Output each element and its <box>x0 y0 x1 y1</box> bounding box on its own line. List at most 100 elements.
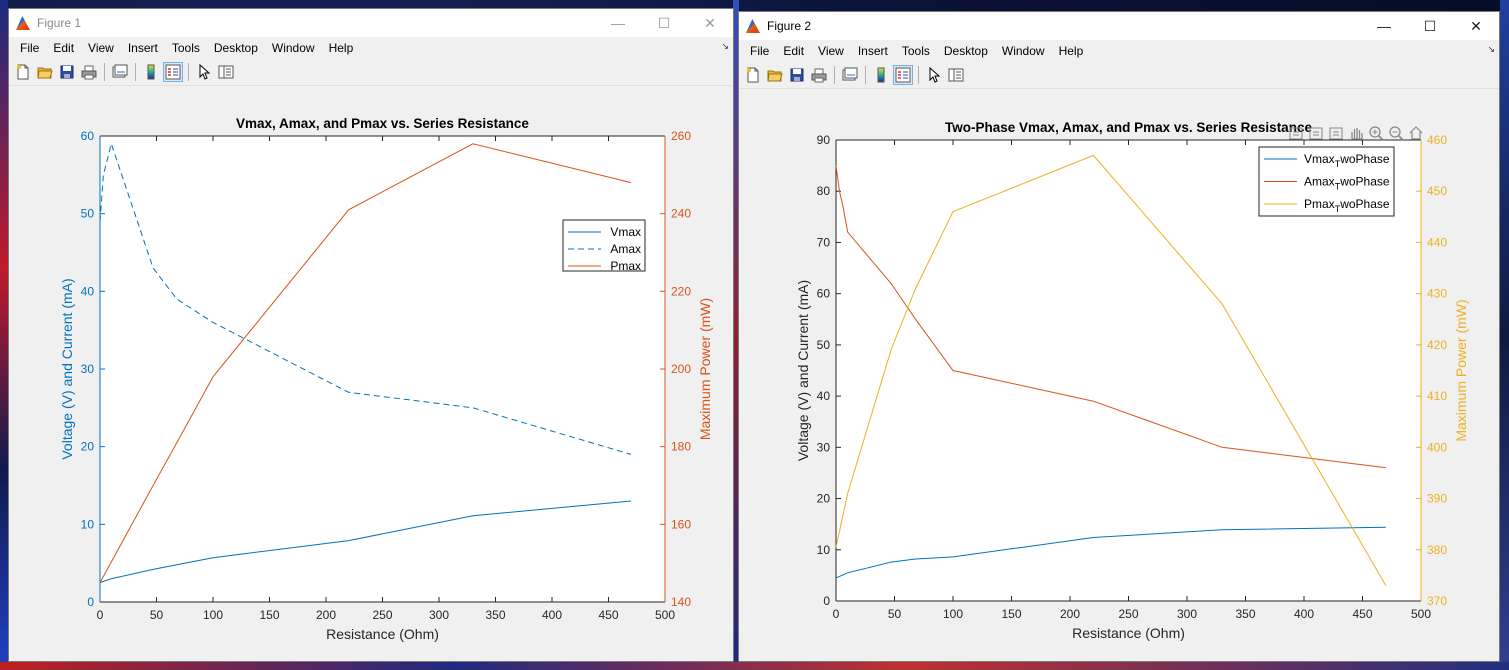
figure2-menubar: File Edit View Insert Tools Desktop Wind… <box>739 40 1499 62</box>
insert-legend-icon <box>895 67 911 83</box>
minimize-button[interactable]: — <box>595 9 641 37</box>
save-button[interactable] <box>787 65 807 85</box>
close-button[interactable]: ✕ <box>687 9 733 37</box>
y-left-tick-label: 10 <box>817 543 831 557</box>
y-left-tick-label: 20 <box>817 492 831 506</box>
y-right-tick-label: 220 <box>671 284 691 298</box>
menu-edit[interactable]: Edit <box>53 41 75 55</box>
figure2-canvas[interactable]: 0 50 100 150 200 250 300 350 400 450 500 0 10 20 30 40 5… <box>739 89 1499 661</box>
new-figure-button[interactable] <box>13 62 33 82</box>
new-figure-button[interactable] <box>743 65 763 85</box>
menu-desktop[interactable]: Desktop <box>213 41 258 55</box>
series-line-0 <box>99 500 632 584</box>
menu-view[interactable]: View <box>818 44 844 58</box>
menu-window[interactable]: Window <box>271 41 315 55</box>
save-button[interactable] <box>57 62 77 82</box>
y-right-tick-label: 160 <box>671 517 691 531</box>
x-axis-label: Resistance (Ohm) <box>326 626 439 642</box>
export-icon[interactable] <box>1289 127 1303 140</box>
menu-insert[interactable]: Insert <box>127 41 158 55</box>
legend-label-1: AmaxTwoPhase <box>1304 175 1390 192</box>
chart-title: Two-Phase Vmax, Amax, and Pmax vs. Serie… <box>945 120 1312 135</box>
insert-colorbar-button[interactable] <box>141 62 161 82</box>
open-file-button[interactable] <box>765 65 785 85</box>
menu-window[interactable]: Window <box>1001 44 1045 58</box>
close-icon: ✕ <box>1470 17 1482 34</box>
property-inspector-button[interactable] <box>216 62 236 82</box>
menu-tools[interactable]: Tools <box>901 44 930 58</box>
plot-area <box>836 140 1421 601</box>
menu-file[interactable]: File <box>750 44 770 58</box>
close-button[interactable]: ✕ <box>1453 12 1499 40</box>
menu-help[interactable]: Help <box>328 41 354 55</box>
pan-icon[interactable] <box>1351 128 1363 140</box>
menu-help[interactable]: Help <box>1058 44 1084 58</box>
x-tick-label: 100 <box>203 608 223 622</box>
x-axis-label: Resistance (Ohm) <box>1072 625 1185 641</box>
link-plot-icon <box>842 67 858 81</box>
axes-toolbar[interactable] <box>1289 126 1423 141</box>
insert-legend-button[interactable] <box>893 65 913 85</box>
menu-insert[interactable]: Insert <box>857 44 888 58</box>
edit-plot-icon <box>199 64 211 80</box>
link-plot-icon <box>112 64 128 78</box>
y-right-tick-label: 460 <box>1427 133 1447 147</box>
series-line-2 <box>99 143 632 583</box>
figure2-title: Figure 2 <box>767 19 812 33</box>
print-button[interactable] <box>809 65 829 85</box>
link-plot-button[interactable] <box>840 65 860 85</box>
plot-area <box>100 136 665 602</box>
figure2-titlebar[interactable]: Figure 2 — ☐ ✕ <box>739 12 1499 40</box>
save-icon <box>790 68 804 82</box>
figure1-titlebar[interactable]: Figure 1 — ☐ ✕ <box>9 9 733 37</box>
minimize-button[interactable]: — <box>1361 12 1407 40</box>
open-file-icon <box>767 70 783 82</box>
menu-edit[interactable]: Edit <box>783 44 805 58</box>
y-left-tick-label: 50 <box>81 207 95 221</box>
figure2-window[interactable]: Figure 2 — ☐ ✕ File Edit View Insert Too… <box>738 11 1500 662</box>
y-right-tick-label: 260 <box>671 129 691 143</box>
maximize-button[interactable]: ☐ <box>641 9 687 37</box>
chart2-svg[interactable]: 0 50 100 150 200 250 300 350 400 450 500 0 10 20 30 40 5… <box>739 89 1499 661</box>
insert-legend-button[interactable] <box>163 62 183 82</box>
chart-title: Vmax, Amax, and Pmax vs. Series Resistan… <box>236 116 529 131</box>
dock-arrow-icon[interactable]: ↘ <box>721 41 729 51</box>
print-button[interactable] <box>79 62 99 82</box>
figure1-canvas[interactable]: 0 50 100 150 200 250 300 350 400 450 500 0 10 20 30 40 5… <box>9 86 733 661</box>
datatip-icon[interactable] <box>1329 127 1343 140</box>
brush-icon[interactable] <box>1309 127 1323 140</box>
home-icon[interactable] <box>1409 126 1423 140</box>
x-tick-label: 350 <box>1235 607 1255 621</box>
open-file-button[interactable] <box>35 62 55 82</box>
figure1-window[interactable]: Figure 1 — ☐ ✕ File Edit View Insert Too… <box>8 8 734 662</box>
insert-colorbar-button[interactable] <box>871 65 891 85</box>
y-left-tick-label: 70 <box>817 235 831 249</box>
matlab-icon <box>746 19 760 33</box>
desktop-wallpaper-left <box>0 0 8 670</box>
y-left-tick-label: 60 <box>81 129 95 143</box>
link-plot-button[interactable] <box>110 62 130 82</box>
zoom-in-icon[interactable] <box>1369 126 1384 141</box>
edit-plot-button[interactable] <box>924 65 944 85</box>
chart1-svg[interactable]: 0 50 100 150 200 250 300 350 400 450 500 0 10 20 30 40 5… <box>9 86 733 661</box>
property-inspector-button[interactable] <box>946 65 966 85</box>
dock-arrow-icon[interactable]: ↘ <box>1487 44 1495 54</box>
y-left-tick-label: 30 <box>81 362 95 376</box>
menu-file[interactable]: File <box>20 41 40 55</box>
menu-view[interactable]: View <box>88 41 114 55</box>
x-tick-label: 200 <box>1060 607 1080 621</box>
x-tick-label: 500 <box>1411 607 1431 621</box>
y-left-tick-label: 40 <box>817 389 831 403</box>
figure1-title: Figure 1 <box>37 16 82 30</box>
zoom-out-icon[interactable] <box>1389 126 1404 141</box>
y-right-tick-label: 390 <box>1427 492 1447 506</box>
maximize-button[interactable]: ☐ <box>1407 12 1453 40</box>
menu-tools[interactable]: Tools <box>171 41 200 55</box>
x-tick-label: 400 <box>542 608 562 622</box>
zoom-out-icon-lens <box>1389 126 1401 138</box>
edit-plot-button[interactable] <box>194 62 214 82</box>
menu-desktop[interactable]: Desktop <box>943 44 988 58</box>
maximize-icon: ☐ <box>657 14 671 31</box>
x-tick-label: 150 <box>1001 607 1021 621</box>
x-tick-label: 50 <box>888 607 902 621</box>
